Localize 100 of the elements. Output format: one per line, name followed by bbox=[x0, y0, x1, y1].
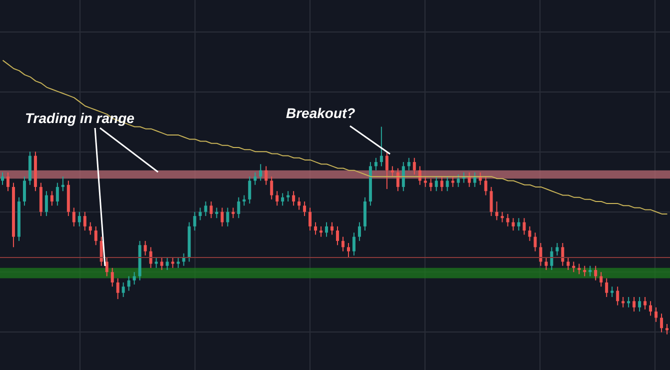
candlestick bbox=[154, 257, 158, 268]
candlestick bbox=[281, 192, 284, 206]
candlestick bbox=[210, 200, 213, 219]
candlestick bbox=[434, 176, 438, 192]
candlestick bbox=[6, 172, 10, 192]
candlestick bbox=[56, 182, 59, 206]
candlestick bbox=[44, 190, 48, 217]
candlestick bbox=[61, 176, 64, 192]
candlestick bbox=[320, 226, 323, 238]
candlestick bbox=[204, 200, 208, 217]
candlestick bbox=[424, 176, 427, 188]
candlestick bbox=[561, 242, 564, 266]
candlestick bbox=[473, 172, 476, 188]
candlestick bbox=[572, 261, 576, 273]
candlestick bbox=[556, 242, 559, 256]
candlestick bbox=[127, 276, 130, 292]
candlestick bbox=[259, 164, 262, 182]
candlestick bbox=[94, 226, 98, 246]
candlestick bbox=[550, 246, 554, 271]
candlestick bbox=[583, 265, 586, 277]
candlestick bbox=[352, 232, 356, 256]
candlestick bbox=[616, 286, 620, 306]
candlestick bbox=[171, 257, 174, 268]
candlestick bbox=[264, 166, 268, 186]
candlestick bbox=[254, 172, 257, 186]
candlestick bbox=[412, 157, 416, 175]
candlestick bbox=[88, 222, 92, 236]
candlestick bbox=[220, 207, 224, 227]
candlestick bbox=[517, 218, 520, 232]
candlestick bbox=[83, 211, 86, 232]
candlestick bbox=[512, 218, 515, 232]
candlestick bbox=[605, 278, 608, 298]
candlestick bbox=[610, 286, 614, 298]
candlestick bbox=[385, 151, 388, 190]
candlestick bbox=[578, 263, 581, 275]
candlestick bbox=[666, 323, 669, 335]
candlestick bbox=[451, 176, 454, 188]
candlestick bbox=[242, 194, 246, 206]
candlestick bbox=[627, 296, 630, 308]
candlestick bbox=[346, 242, 350, 258]
text: Breakout? bbox=[286, 105, 356, 121]
candlestick bbox=[484, 176, 488, 196]
candlestick bbox=[50, 190, 54, 206]
candlestick bbox=[110, 267, 114, 288]
candlestick bbox=[226, 207, 230, 227]
candlestick bbox=[490, 186, 493, 217]
candlestick bbox=[248, 176, 252, 204]
candlestick bbox=[506, 213, 510, 227]
candlestick bbox=[160, 257, 164, 271]
candlestick bbox=[1, 172, 4, 186]
candlestick bbox=[314, 222, 318, 236]
candlestick bbox=[78, 211, 81, 227]
candlestick bbox=[292, 190, 296, 206]
candlestick bbox=[660, 313, 664, 333]
candlestick bbox=[390, 166, 394, 178]
candlestick bbox=[270, 176, 274, 200]
candlestick bbox=[232, 207, 235, 219]
candlestick bbox=[380, 126, 383, 167]
candlestick bbox=[522, 218, 526, 236]
candlestick bbox=[500, 211, 504, 223]
candlestick bbox=[649, 300, 652, 316]
candlestick bbox=[132, 272, 136, 286]
candlestick bbox=[336, 226, 339, 246]
candlestick bbox=[456, 174, 460, 188]
candlestick bbox=[374, 157, 378, 171]
candlestick bbox=[594, 265, 598, 281]
candlestick bbox=[544, 257, 548, 271]
candlestick bbox=[330, 222, 334, 236]
candlestick bbox=[100, 236, 103, 266]
candlestick bbox=[632, 296, 636, 312]
candlestick bbox=[237, 196, 240, 219]
candlestick bbox=[566, 257, 570, 271]
candlestick bbox=[116, 278, 120, 300]
candlestick bbox=[534, 232, 537, 252]
candlestick bbox=[198, 207, 202, 221]
candlestick bbox=[588, 265, 592, 277]
candlestick bbox=[308, 207, 312, 232]
candlestick bbox=[193, 211, 196, 232]
candlestick bbox=[176, 257, 180, 268]
candlestick bbox=[144, 240, 147, 256]
candlestick bbox=[325, 222, 328, 238]
candlestick bbox=[105, 257, 108, 277]
candlestick bbox=[468, 172, 471, 188]
candlestick bbox=[149, 246, 152, 268]
candlestick bbox=[276, 190, 279, 206]
candlestick bbox=[286, 190, 290, 202]
candlestick bbox=[402, 162, 405, 192]
candlestick bbox=[166, 257, 169, 271]
candlestick bbox=[358, 222, 361, 242]
candlestick bbox=[298, 196, 301, 210]
candlestick bbox=[303, 200, 306, 217]
candlestick bbox=[396, 168, 400, 192]
candlestick bbox=[429, 178, 432, 192]
candlestick bbox=[528, 226, 532, 242]
candlestick bbox=[638, 296, 642, 312]
candlestick bbox=[539, 242, 542, 266]
candlestick bbox=[600, 272, 603, 288]
candlestick bbox=[446, 176, 449, 192]
candlestick bbox=[440, 176, 444, 192]
candlestick bbox=[22, 176, 26, 206]
